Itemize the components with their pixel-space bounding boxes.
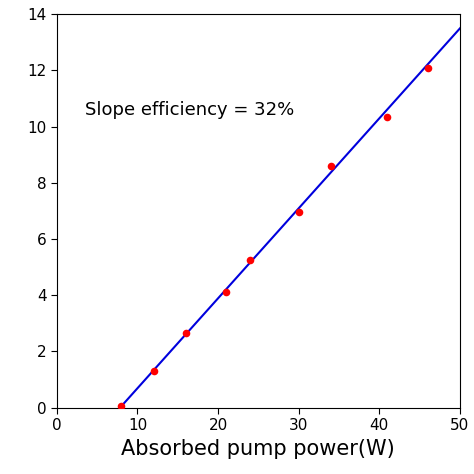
Point [327,162,335,170]
X-axis label: Absorbed pump power(W): Absorbed pump power(W) [121,438,395,459]
Point [424,64,431,72]
Point [295,209,302,216]
Text: Slope efficiency = 32%: Slope efficiency = 32% [85,101,294,119]
Point [150,367,157,375]
Point [383,113,391,120]
Point [118,402,125,410]
Point [222,289,230,296]
Point [182,329,190,337]
Point [246,256,254,264]
